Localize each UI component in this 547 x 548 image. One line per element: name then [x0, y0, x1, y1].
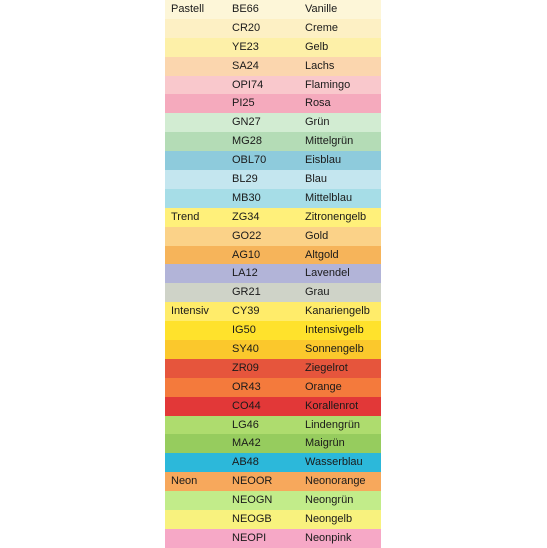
color-code: IG50	[232, 324, 256, 337]
color-code: ZR09	[232, 361, 259, 374]
color-row: BL29 Blau	[165, 170, 381, 189]
color-code: NEOGB	[232, 513, 272, 526]
color-name: Grün	[305, 116, 330, 129]
color-code: OBL70	[232, 154, 267, 167]
color-code: NEOGN	[232, 494, 273, 507]
color-code: OPI74	[232, 78, 264, 91]
color-name: Altgold	[305, 248, 339, 261]
color-row: OPI74 Flamingo	[165, 75, 381, 95]
color-row: IG50 Intensivgelb	[165, 321, 381, 341]
color-code: MA42	[232, 437, 261, 450]
color-row: LG46 Lindengrün	[165, 415, 381, 435]
color-row: GR21 Grau	[165, 283, 381, 303]
group-label: Neon	[171, 475, 198, 488]
color-name: Lindengrün	[305, 418, 361, 431]
color-code: SY40	[232, 343, 259, 356]
color-name: Flamingo	[305, 78, 351, 91]
color-row: NEOGN Neongrün	[165, 491, 381, 511]
color-row: CR20 Creme	[165, 18, 381, 38]
color-row: SY40 Sonnengelb	[165, 340, 381, 359]
color-row: ZR09 Ziegelrot	[165, 358, 381, 378]
color-code: MB30	[232, 191, 261, 204]
color-name: Intensivgelb	[305, 324, 364, 337]
color-row: PI25 Rosa	[165, 94, 381, 114]
color-code: NEOOR	[232, 475, 273, 488]
color-row: GO22 Gold	[165, 226, 381, 246]
color-name: Orange	[305, 380, 342, 393]
color-code: NEOPI	[232, 531, 267, 544]
color-name: Neongelb	[305, 513, 353, 526]
color-name: Rosa	[305, 97, 331, 110]
color-code: AB48	[232, 456, 259, 469]
color-code: LA12	[232, 267, 258, 280]
group-label: Pastell	[171, 3, 205, 15]
color-row: GN27 Grün	[165, 113, 381, 133]
color-code: BE66	[232, 3, 259, 15]
color-row: OR43 Orange	[165, 377, 381, 397]
color-code: ZG34	[232, 210, 260, 223]
color-name: Neonpink	[305, 531, 352, 544]
color-name: Kanariengelb	[305, 305, 370, 318]
color-code: BL29	[232, 173, 258, 186]
color-code: SA24	[232, 59, 259, 72]
color-code: GO22	[232, 229, 262, 242]
color-name: Vanille	[305, 3, 338, 15]
color-code: CR20	[232, 21, 261, 34]
color-row: AG10 Altgold	[165, 245, 381, 265]
color-row: CO44 Korallenrot	[165, 396, 381, 416]
color-row: MB30 Mittelblau	[165, 188, 381, 208]
color-code: PI25	[232, 97, 255, 110]
color-code: OR43	[232, 380, 261, 393]
color-name: Lachs	[305, 59, 335, 72]
color-name: Mittelgrün	[305, 135, 354, 148]
color-name: Korallenrot	[305, 399, 359, 412]
color-code: AG10	[232, 248, 261, 261]
color-row: NEOPI Neonpink	[165, 528, 381, 548]
color-code: GN27	[232, 116, 261, 129]
color-row: AB48 Wasserblau	[165, 453, 381, 473]
color-row: MA42 Maigrün	[165, 434, 381, 454]
color-name: Mittelblau	[305, 191, 353, 204]
color-code: MG28	[232, 135, 262, 148]
color-name: Blau	[305, 173, 328, 186]
group-label: Trend	[171, 210, 200, 223]
color-code: CO44	[232, 399, 261, 412]
group-label: Intensiv	[171, 305, 209, 318]
color-name: Gelb	[305, 40, 329, 53]
color-name: Ziegelrot	[305, 361, 348, 374]
color-name: Maigrün	[305, 437, 345, 450]
color-name: Wasserblau	[305, 456, 363, 469]
color-name: Gold	[305, 229, 329, 242]
color-row: OBL70 Eisblau	[165, 151, 381, 171]
color-swatch-chart: Pastell BE66 Vanille CR20 Creme YE23 Gelb SA24 L…	[165, 0, 381, 548]
color-name: Grau	[305, 286, 330, 299]
color-row: Neon NEOOR Neonorange	[165, 472, 381, 492]
color-name: Sonnengelb	[305, 343, 364, 356]
color-code: LG46	[232, 418, 259, 431]
color-name: Neongrün	[305, 494, 354, 507]
color-code: GR21	[232, 286, 261, 299]
color-row: MG28 Mittelgrün	[165, 132, 381, 152]
color-row: Intensiv CY39 Kanariengelb	[165, 302, 381, 322]
color-code: YE23	[232, 40, 259, 53]
color-row: Trend ZG34 Zitronengelb	[165, 207, 381, 227]
color-code: CY39	[232, 305, 260, 318]
color-name: Neonorange	[305, 475, 366, 488]
color-name: Eisblau	[305, 154, 342, 167]
color-row: NEOGB Neongelb	[165, 510, 381, 529]
color-name: Creme	[305, 21, 339, 34]
color-row: YE23 Gelb	[165, 37, 381, 57]
color-name: Zitronengelb	[305, 210, 367, 223]
color-row: Pastell BE66 Vanille	[165, 0, 381, 19]
color-row: SA24 Lachs	[165, 56, 381, 76]
color-name: Lavendel	[305, 267, 350, 280]
color-row: LA12 Lavendel	[165, 264, 381, 284]
